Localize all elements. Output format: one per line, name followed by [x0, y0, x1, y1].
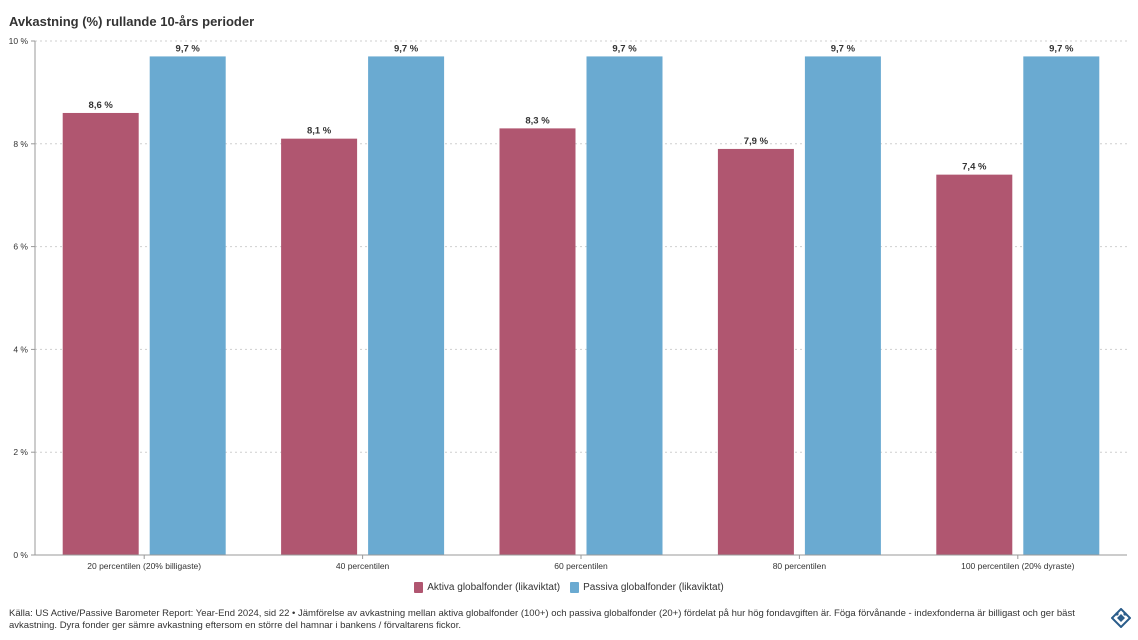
legend-item-passiva[interactable]: Passiva globalfonder (likaviktat)	[570, 582, 724, 593]
bar-passiva	[1023, 56, 1100, 556]
bar-aktiva	[499, 128, 576, 555]
legend-label-aktiva: Aktiva globalfonder (likaviktat)	[427, 582, 561, 593]
bar-aktiva	[62, 112, 139, 556]
data-label: 9,7 %	[612, 43, 637, 54]
data-label: 8,6 %	[89, 100, 114, 111]
y-axis: 0 % 2 % 4 % 6 % 8 % 10 %	[9, 36, 36, 560]
x-axis: 20 percentilen (20% billigaste) 40 percen…	[35, 554, 1127, 571]
data-labels: 8,6 % 9,7 % 8,1 % 9,7 % 8,3 % 9,7 % 7,9 % 9,7 %…	[89, 43, 1074, 172]
x-tick-label: 80 percentilen	[773, 561, 827, 571]
data-label: 8,3 %	[525, 115, 550, 126]
data-label: 8,1 %	[307, 126, 332, 137]
data-label: 9,7 %	[394, 43, 419, 54]
y-tick-label: 10 %	[9, 36, 29, 46]
chart-title: Avkastning (%) rullande 10-års perioder	[9, 14, 255, 29]
x-tick-label: 40 percentilen	[336, 561, 390, 571]
y-tick-label: 4 %	[13, 344, 28, 354]
bar-passiva	[149, 56, 226, 556]
legend-swatch-aktiva	[414, 582, 424, 593]
bar-passiva	[586, 56, 663, 556]
data-label: 7,4 %	[962, 162, 987, 173]
legend-item-aktiva[interactable]: Aktiva globalfonder (likaviktat)	[414, 582, 560, 593]
x-tick-label: 60 percentilen	[554, 561, 608, 571]
y-tick-label: 8 %	[13, 139, 28, 149]
bar-aktiva	[936, 174, 1013, 555]
bar-passiva	[368, 56, 445, 556]
source-note: Källa: US Active/Passive Barometer Repor…	[9, 608, 1075, 631]
data-label: 9,7 %	[1049, 43, 1074, 54]
x-tick-label: 100 percentilen (20% dyraste)	[961, 561, 1075, 571]
bars	[62, 56, 1100, 556]
data-label: 7,9 %	[744, 136, 769, 147]
y-tick-label: 0 %	[13, 550, 28, 560]
bar-passiva	[804, 56, 881, 556]
data-label: 9,7 %	[176, 43, 201, 54]
bar-aktiva	[281, 138, 358, 555]
x-tick-label: 20 percentilen (20% billigaste)	[87, 561, 201, 571]
y-tick-label: 2 %	[13, 447, 28, 457]
legend-swatch-passiva	[570, 582, 580, 593]
data-label: 9,7 %	[831, 43, 856, 54]
legend-label-passiva: Passiva globalfonder (likaviktat)	[583, 582, 724, 593]
bar-chart: 0 % 2 % 4 % 6 % 8 % 10 % 8,6 % 9,7 % 8,1 % 9,7 %…	[9, 36, 1127, 571]
brand-logo-icon	[1111, 608, 1131, 628]
bar-aktiva	[717, 148, 794, 555]
legend: Aktiva globalfonder (likaviktat) Passiva…	[0, 582, 1138, 593]
y-tick-label: 6 %	[13, 242, 28, 252]
